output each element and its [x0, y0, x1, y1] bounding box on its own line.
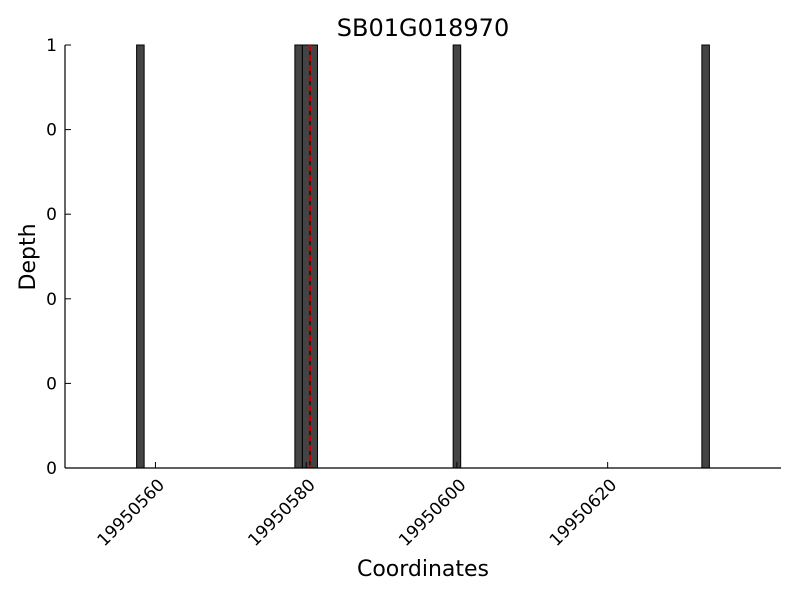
chart-title: SB01G018970: [337, 14, 509, 42]
bar-4: [452, 44, 462, 469]
bar-0: [136, 44, 145, 469]
y-tick-label: 0: [46, 290, 57, 310]
x-tick-label: 19950600: [395, 475, 470, 550]
y-tick-label: 1: [46, 36, 57, 56]
y-ticks: 0 0 0 0 0 1: [46, 36, 71, 479]
y-axis-label: Depth: [16, 223, 41, 290]
y-tick-label: 0: [46, 459, 57, 479]
x-ticks: 19950560 19950580 19950600 19950620: [94, 462, 621, 551]
y-tick-label: 0: [46, 374, 57, 394]
x-tick-label: 19950580: [244, 475, 319, 550]
x-axis-label: Coordinates: [357, 557, 489, 582]
bar-2: [301, 44, 311, 469]
bars-group: [136, 44, 710, 469]
x-tick-label: 19950620: [546, 475, 621, 550]
bar-5: [701, 44, 710, 469]
x-tick-label: 19950560: [94, 475, 169, 550]
y-tick-label: 0: [46, 205, 57, 225]
bar-3: [309, 44, 318, 469]
y-tick-label: 0: [46, 121, 57, 141]
bar-1: [294, 44, 303, 469]
